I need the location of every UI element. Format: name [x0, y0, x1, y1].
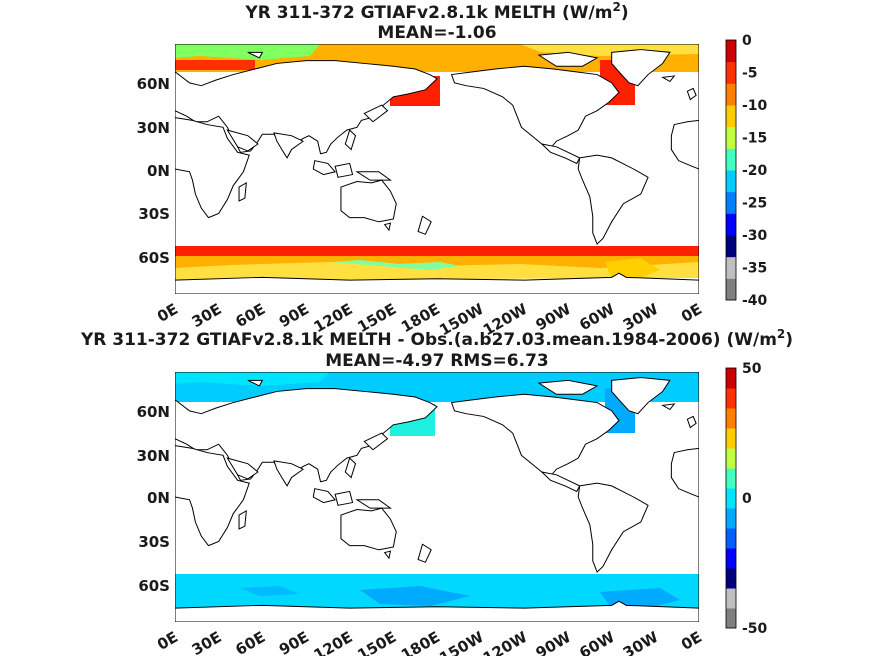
panel-top-lat-ticks: 60N 30N 0N 30S 60S: [137, 75, 170, 267]
panel-top-map: [175, 44, 699, 294]
lat-tick: 60S: [138, 577, 170, 595]
colorbar-tick: -25: [742, 196, 767, 212]
lon-tick: 150E: [354, 628, 399, 656]
panel-bottom-lat-ticks: 60N 30N 0N 30S 60S: [137, 403, 170, 595]
panel-bottom-subtitle: MEAN=-4.97 RMS=6.73: [325, 351, 549, 371]
colorbar-segment: [726, 388, 736, 409]
lon-tick: 90E: [276, 300, 312, 331]
lat-tick: 30S: [138, 533, 170, 551]
panel-top: YR 311-372 GTIAFv2.8.1k MELTH (W/m2) MEA…: [137, 0, 768, 339]
colorbar-segment: [726, 568, 736, 589]
colorbar-tick: -30: [742, 228, 768, 244]
colorbar-segment: [726, 608, 736, 629]
lon-tick: 30E: [189, 300, 225, 331]
lon-tick: 0E: [678, 628, 705, 654]
colorbar-tick: -50: [742, 621, 768, 637]
lon-tick: 0E: [154, 300, 181, 326]
colorbar-segment: [726, 126, 736, 149]
lon-tick: 60W: [576, 628, 618, 656]
panel-bottom: YR 311-372 GTIAFv2.8.1k MELTH - Obs.(a.b…: [80, 327, 793, 656]
colorbar-tick: -35: [742, 261, 767, 277]
colorbar-segment: [726, 235, 736, 258]
colorbar-segment: [726, 428, 736, 449]
lat-tick: 60S: [138, 249, 170, 267]
lat-tick: 0N: [147, 489, 170, 507]
lon-tick: 60E: [232, 300, 268, 331]
colorbar-frame: [725, 367, 737, 629]
lon-tick: 120E: [311, 628, 356, 656]
colorbar-segment: [726, 170, 736, 193]
colorbar-segment: [726, 278, 736, 301]
colorbar-segment: [726, 488, 736, 509]
colorbar-segment: [726, 588, 736, 609]
colorbar-segment: [726, 468, 736, 489]
colorbar-segment: [726, 448, 736, 469]
lon-tick: 0E: [154, 628, 181, 654]
panel-top-colorbar: 0 -5 -10 -15 -20 -25 -30 -35 -40: [725, 33, 768, 309]
colorbar-segment: [726, 191, 736, 214]
colorbar-tick: -40: [742, 293, 768, 309]
lon-tick: 0E: [678, 300, 705, 326]
panel-bottom-title: YR 311-372 GTIAFv2.8.1k MELTH - Obs.(a.b…: [80, 327, 793, 350]
colorbar-segment: [726, 40, 736, 63]
colorbar-segment: [726, 148, 736, 171]
lon-tick: 90E: [276, 628, 312, 656]
panel-top-title: YR 311-372 GTIAFv2.8.1k MELTH (W/m2): [244, 0, 628, 23]
colorbar-segment: [726, 408, 736, 429]
lat-tick: 60N: [137, 403, 170, 421]
lon-tick: 90W: [533, 628, 575, 656]
lon-tick: 90W: [533, 300, 575, 335]
lat-tick: 0N: [147, 162, 170, 180]
colorbar-tick: 50: [742, 361, 762, 377]
lon-tick: 60W: [576, 300, 618, 335]
colorbar-segment: [726, 368, 736, 389]
lon-tick: 30W: [620, 628, 662, 656]
lat-tick: 30N: [137, 447, 170, 465]
colorbar-tick: -15: [742, 131, 767, 147]
colorbar-segment: [726, 256, 736, 279]
colorbar-tick: 0: [742, 33, 752, 49]
colorbar-segment: [726, 548, 736, 569]
colorbar-segment: [726, 508, 736, 529]
lon-tick: 60E: [232, 628, 268, 656]
colorbar-segment: [726, 213, 736, 236]
colorbar-segment: [726, 105, 736, 128]
lon-tick: 30W: [620, 300, 662, 335]
lon-tick: 120W: [480, 628, 531, 656]
colorbar-tick: 0: [742, 491, 752, 507]
lat-tick: 60N: [137, 75, 170, 93]
colorbar-tick: -5: [742, 66, 758, 82]
panel-bottom-colorbar: 50 0 -50: [725, 361, 768, 637]
lat-tick: 30N: [137, 119, 170, 137]
colorbar-frame: [725, 39, 737, 301]
colorbar-tick: -10: [742, 98, 768, 114]
colorbar-segment: [726, 61, 736, 84]
colorbar-segment: [726, 528, 736, 549]
lon-tick: 30E: [189, 628, 225, 656]
lat-tick: 30S: [138, 205, 170, 223]
colorbar-segment: [726, 83, 736, 106]
colorbar-tick: -20: [742, 163, 768, 179]
panel-top-subtitle: MEAN=-1.06: [377, 23, 496, 43]
panel-bottom-map: [175, 372, 699, 622]
